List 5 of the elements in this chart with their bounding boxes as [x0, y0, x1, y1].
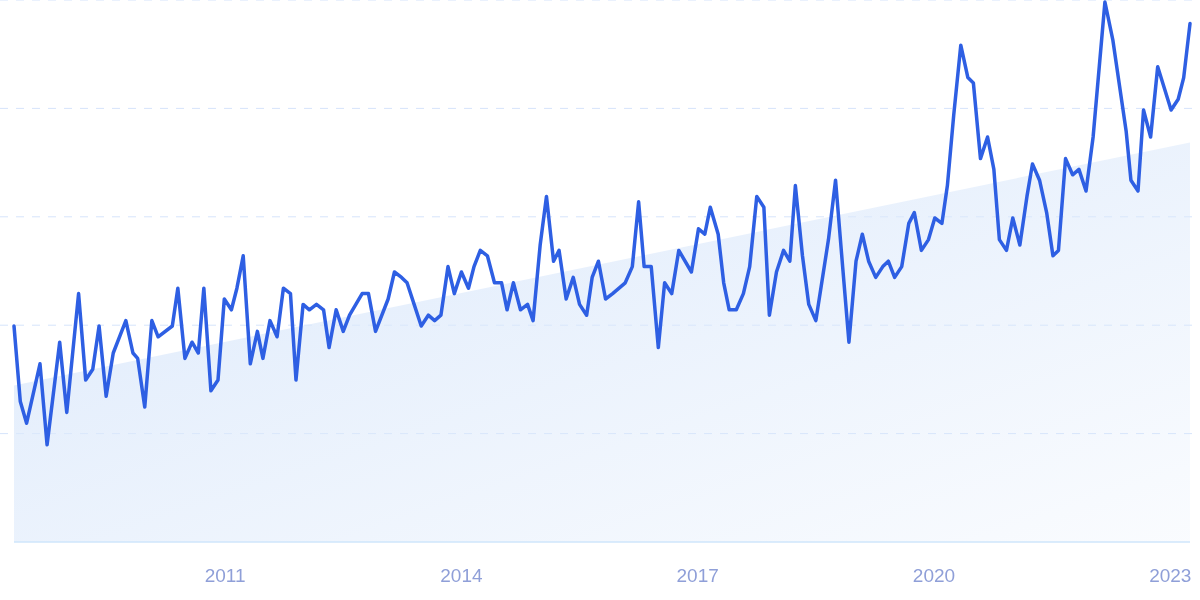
x-tick-label: 2020	[912, 565, 956, 586]
x-tick-label: 2014	[440, 565, 483, 586]
x-tick-label: 2023	[1149, 565, 1192, 586]
x-tick-label: 2011	[204, 565, 246, 586]
x-tick-label: 2017	[676, 565, 719, 586]
